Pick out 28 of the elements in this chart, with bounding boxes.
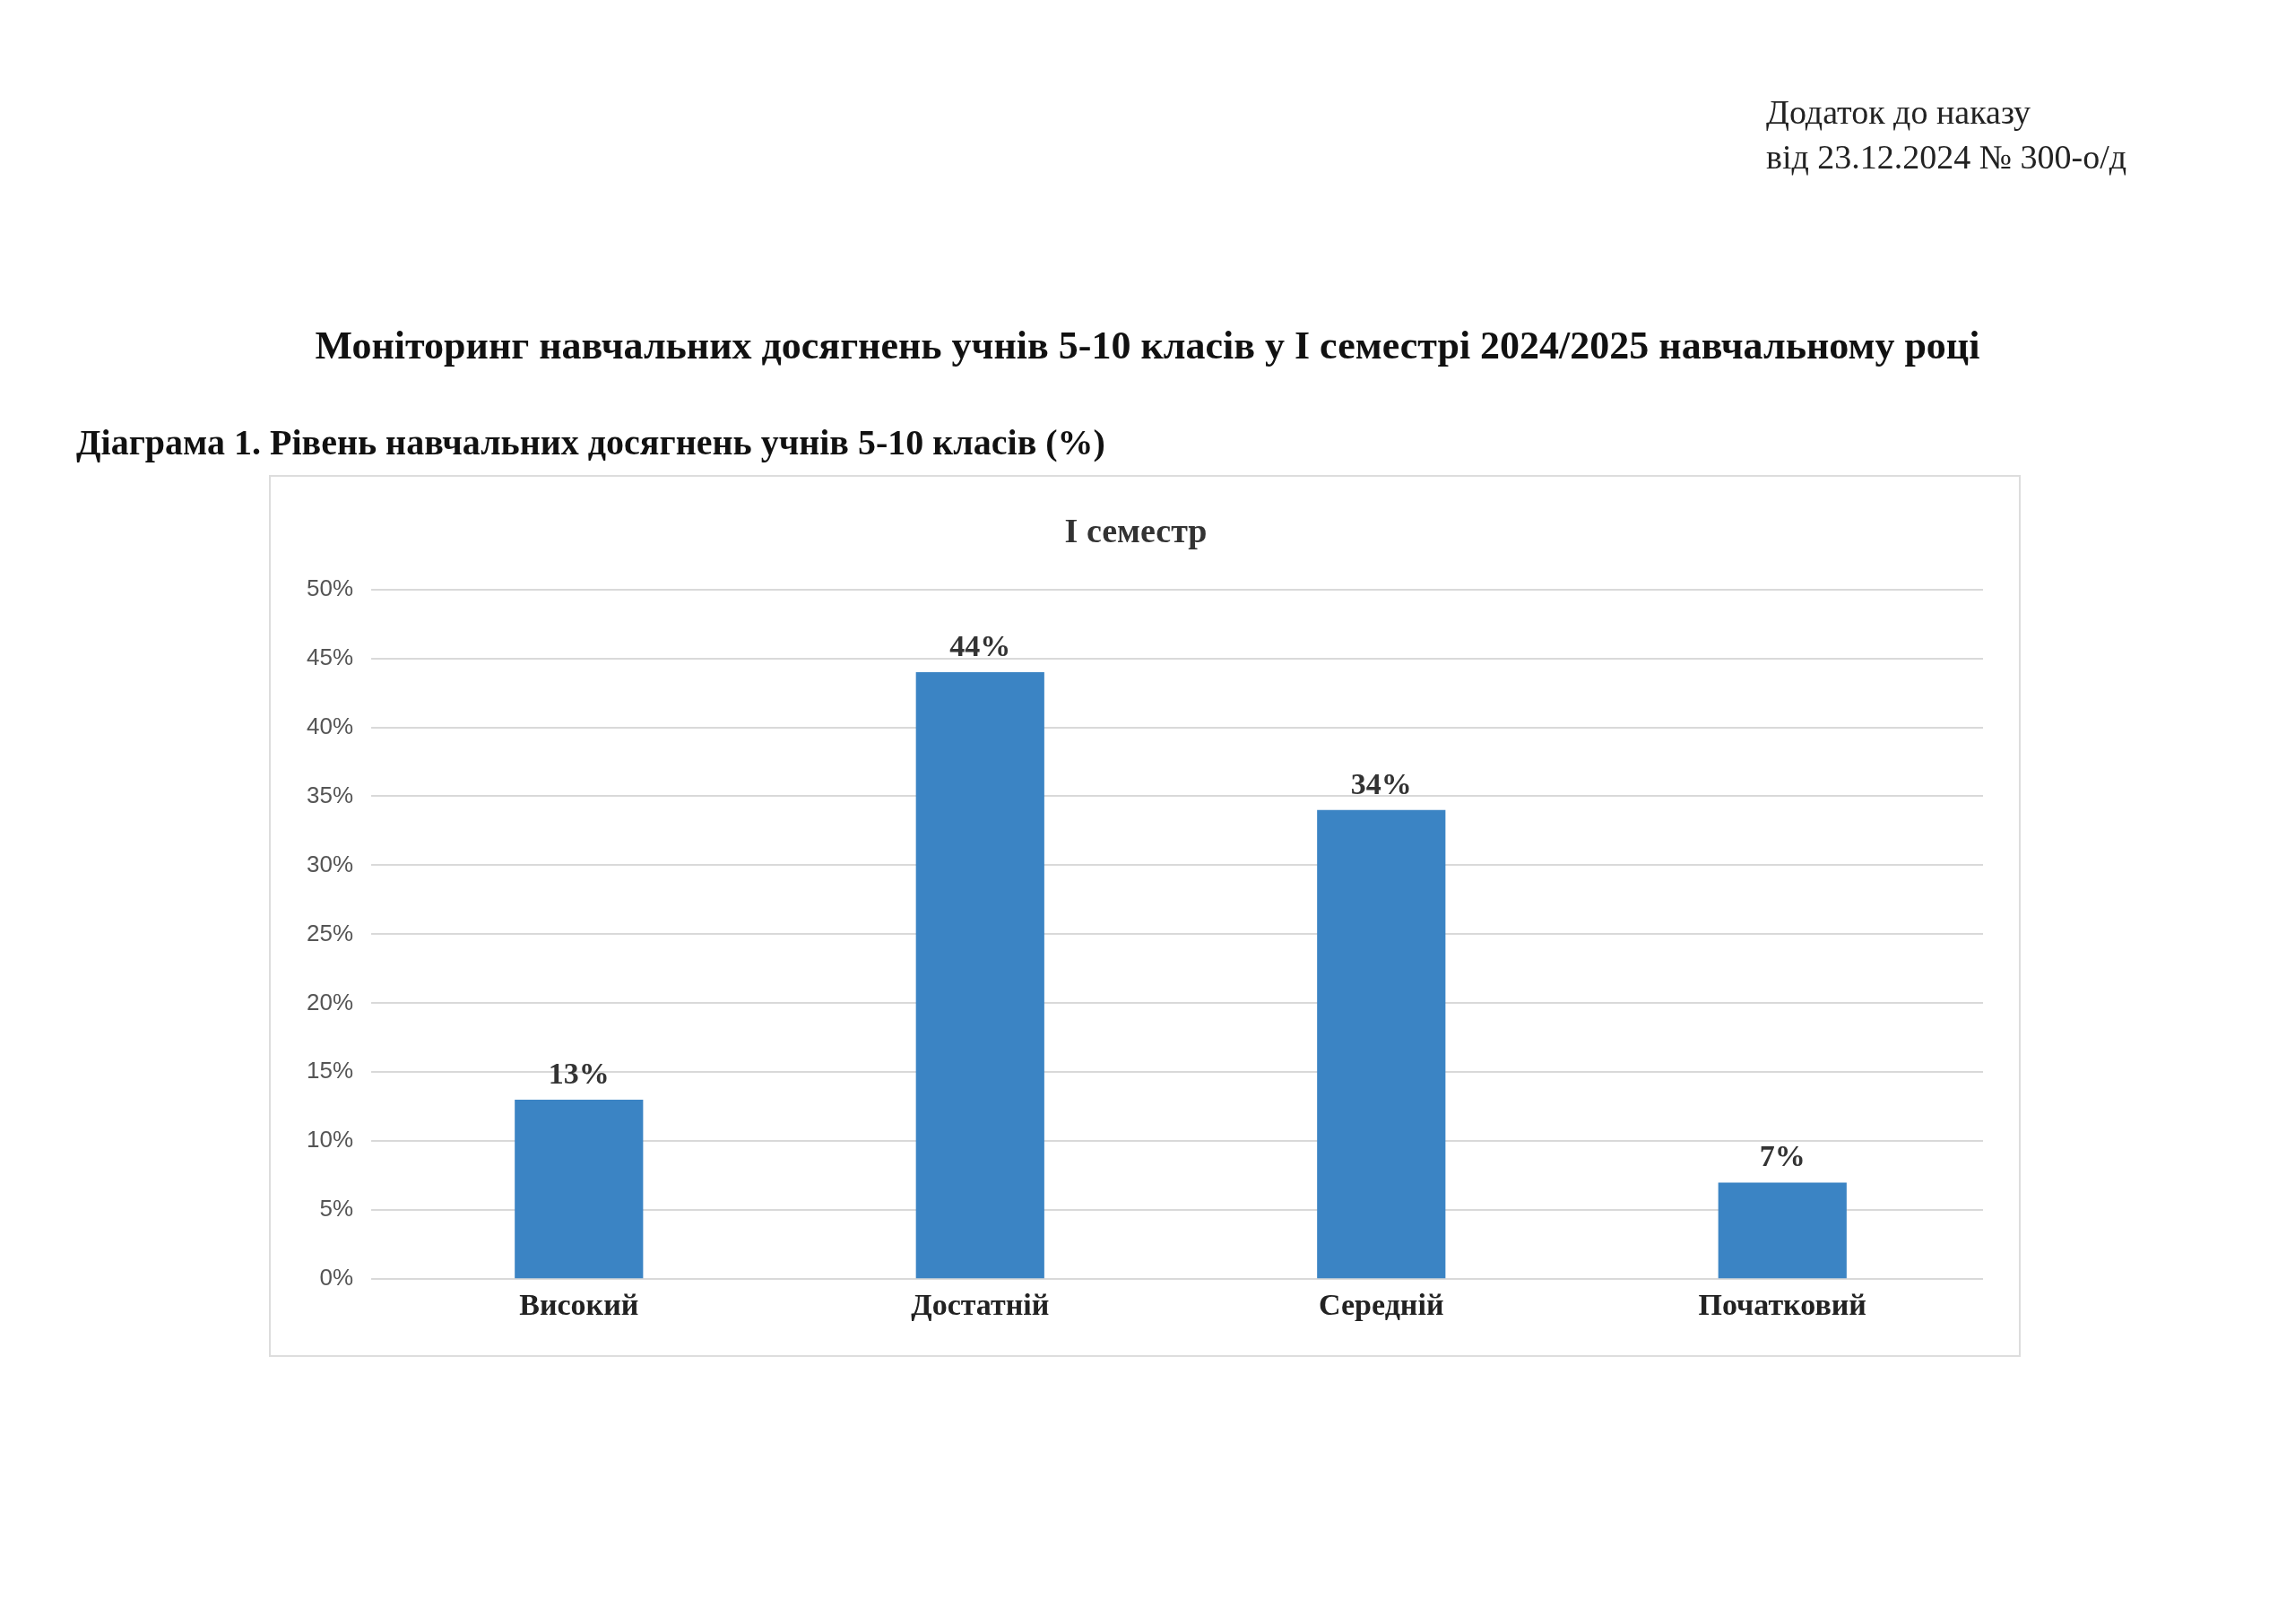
y-tick-label: 25% <box>306 919 354 946</box>
y-tick-label: 35% <box>306 781 354 808</box>
x-tick-label: Достатній <box>911 1288 1050 1322</box>
data-label: 44% <box>949 628 1011 662</box>
bar <box>1317 809 1446 1279</box>
y-tick-label: 20% <box>306 988 354 1015</box>
chart-title: І семестр <box>1064 511 1208 549</box>
bar <box>915 671 1044 1279</box>
x-tick-label: Початковий <box>1698 1288 1866 1322</box>
y-tick-label: 50% <box>306 574 354 601</box>
y-tick-label: 40% <box>306 712 354 739</box>
x-tick-label: Високий <box>519 1288 639 1322</box>
text: від 23.12.2024 № 300-о/д <box>1766 137 2127 177</box>
data-label: 34% <box>1350 766 1412 800</box>
y-tick-label: 5% <box>319 1195 354 1222</box>
y-tick-label: 0% <box>319 1264 354 1291</box>
text: Моніторинг навчальних досягнень учнів 5-10 класів у І семестрі 2024/2025 навчальному році <box>314 323 1981 368</box>
bar <box>515 1100 644 1279</box>
x-tick-label: Середній <box>1319 1288 1444 1322</box>
text: Діаграма 1. Рівень навчальних досягнень учнів 5-10 класів (%) <box>76 421 1105 463</box>
data-label: 13% <box>548 1056 610 1090</box>
y-tick-label: 15% <box>306 1057 354 1084</box>
data-label: 7% <box>1759 1139 1806 1173</box>
bar <box>1718 1182 1847 1279</box>
text: Додаток до наказу <box>1766 92 2032 133</box>
y-tick-label: 45% <box>306 643 354 670</box>
y-tick-label: 10% <box>306 1126 354 1153</box>
y-tick-label: 30% <box>306 850 354 877</box>
